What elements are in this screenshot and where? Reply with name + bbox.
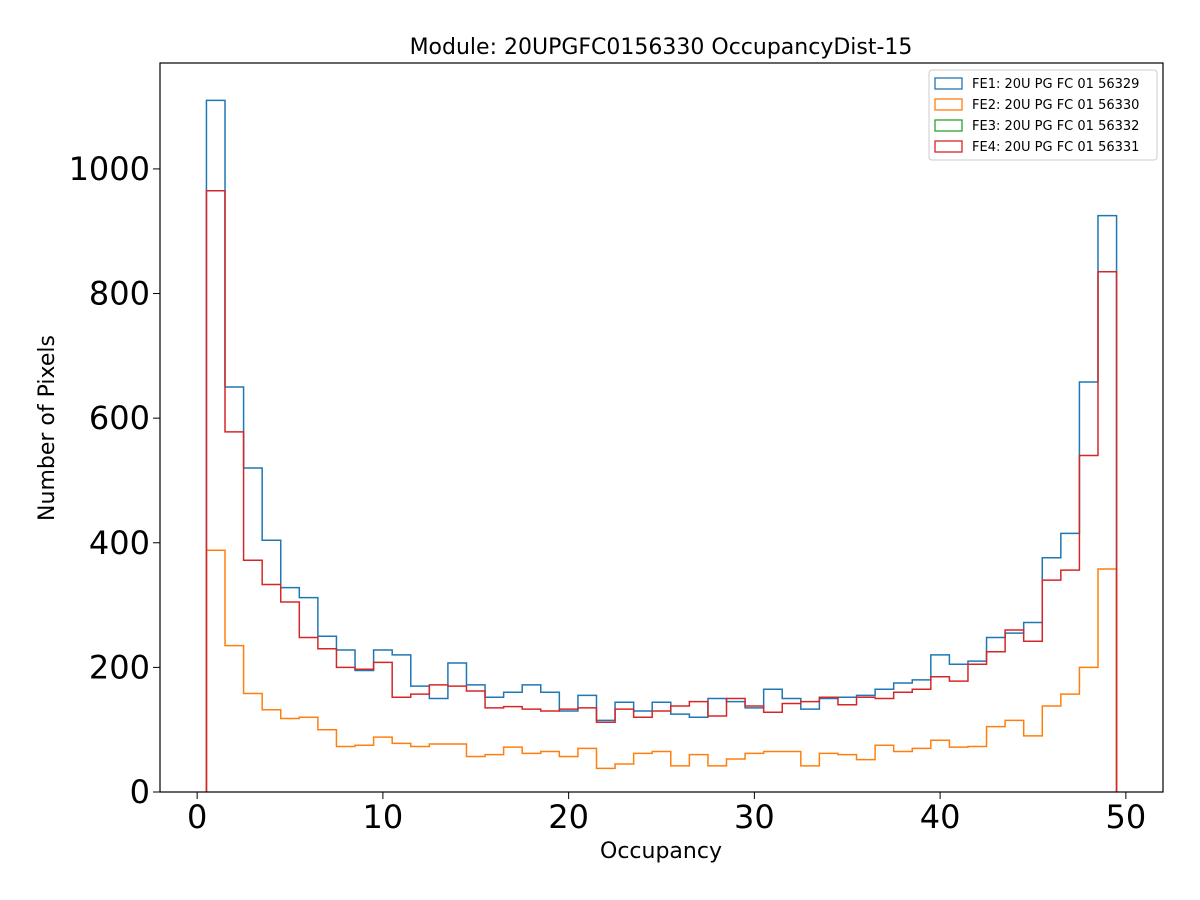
legend-swatch-fe4 bbox=[934, 140, 963, 153]
x-tick-label: 30 bbox=[734, 798, 775, 836]
y-tick-label: 200 bbox=[89, 648, 150, 686]
y-tick-label: 400 bbox=[89, 524, 150, 562]
legend: FE1: 20U PG FC 01 56329 FE2: 20U PG FC 01… bbox=[928, 69, 1158, 161]
x-tick-label: 10 bbox=[363, 798, 404, 836]
legend-swatch-fe2 bbox=[934, 98, 963, 111]
chart-title: Module: 20UPGFC0156330 OccupancyDist-15 bbox=[410, 35, 913, 60]
x-tick-label: 50 bbox=[1105, 798, 1146, 836]
legend-label-fe1: FE1: 20U PG FC 01 56329 bbox=[972, 77, 1139, 92]
y-tick-label: 800 bbox=[89, 275, 150, 313]
y-tick-label: 600 bbox=[89, 399, 150, 437]
plot-frame bbox=[159, 62, 1164, 793]
legend-swatch-fe1 bbox=[934, 77, 963, 90]
series-line-fe4 bbox=[205, 189, 1118, 792]
series-line-fe2 bbox=[205, 549, 1118, 792]
legend-box bbox=[928, 69, 1158, 161]
x-tick-label: 20 bbox=[548, 798, 589, 836]
x-tick-label: 40 bbox=[920, 798, 961, 836]
y-tick-label: 1000 bbox=[69, 150, 150, 188]
series-line-fe1 bbox=[205, 99, 1118, 792]
x-axis-title: Occupancy bbox=[600, 839, 722, 864]
legend-swatch-fe3 bbox=[934, 119, 963, 132]
y-tick-label: 0 bbox=[130, 773, 150, 811]
legend-label-fe4: FE4: 20U PG FC 01 56331 bbox=[972, 140, 1139, 155]
legend-label-fe3: FE3: 20U PG FC 01 56332 bbox=[972, 119, 1139, 134]
x-tick-label: 0 bbox=[187, 798, 207, 836]
legend-label-fe2: FE2: 20U PG FC 01 56330 bbox=[972, 98, 1139, 113]
y-axis-title: Number of Pixels bbox=[35, 335, 60, 521]
